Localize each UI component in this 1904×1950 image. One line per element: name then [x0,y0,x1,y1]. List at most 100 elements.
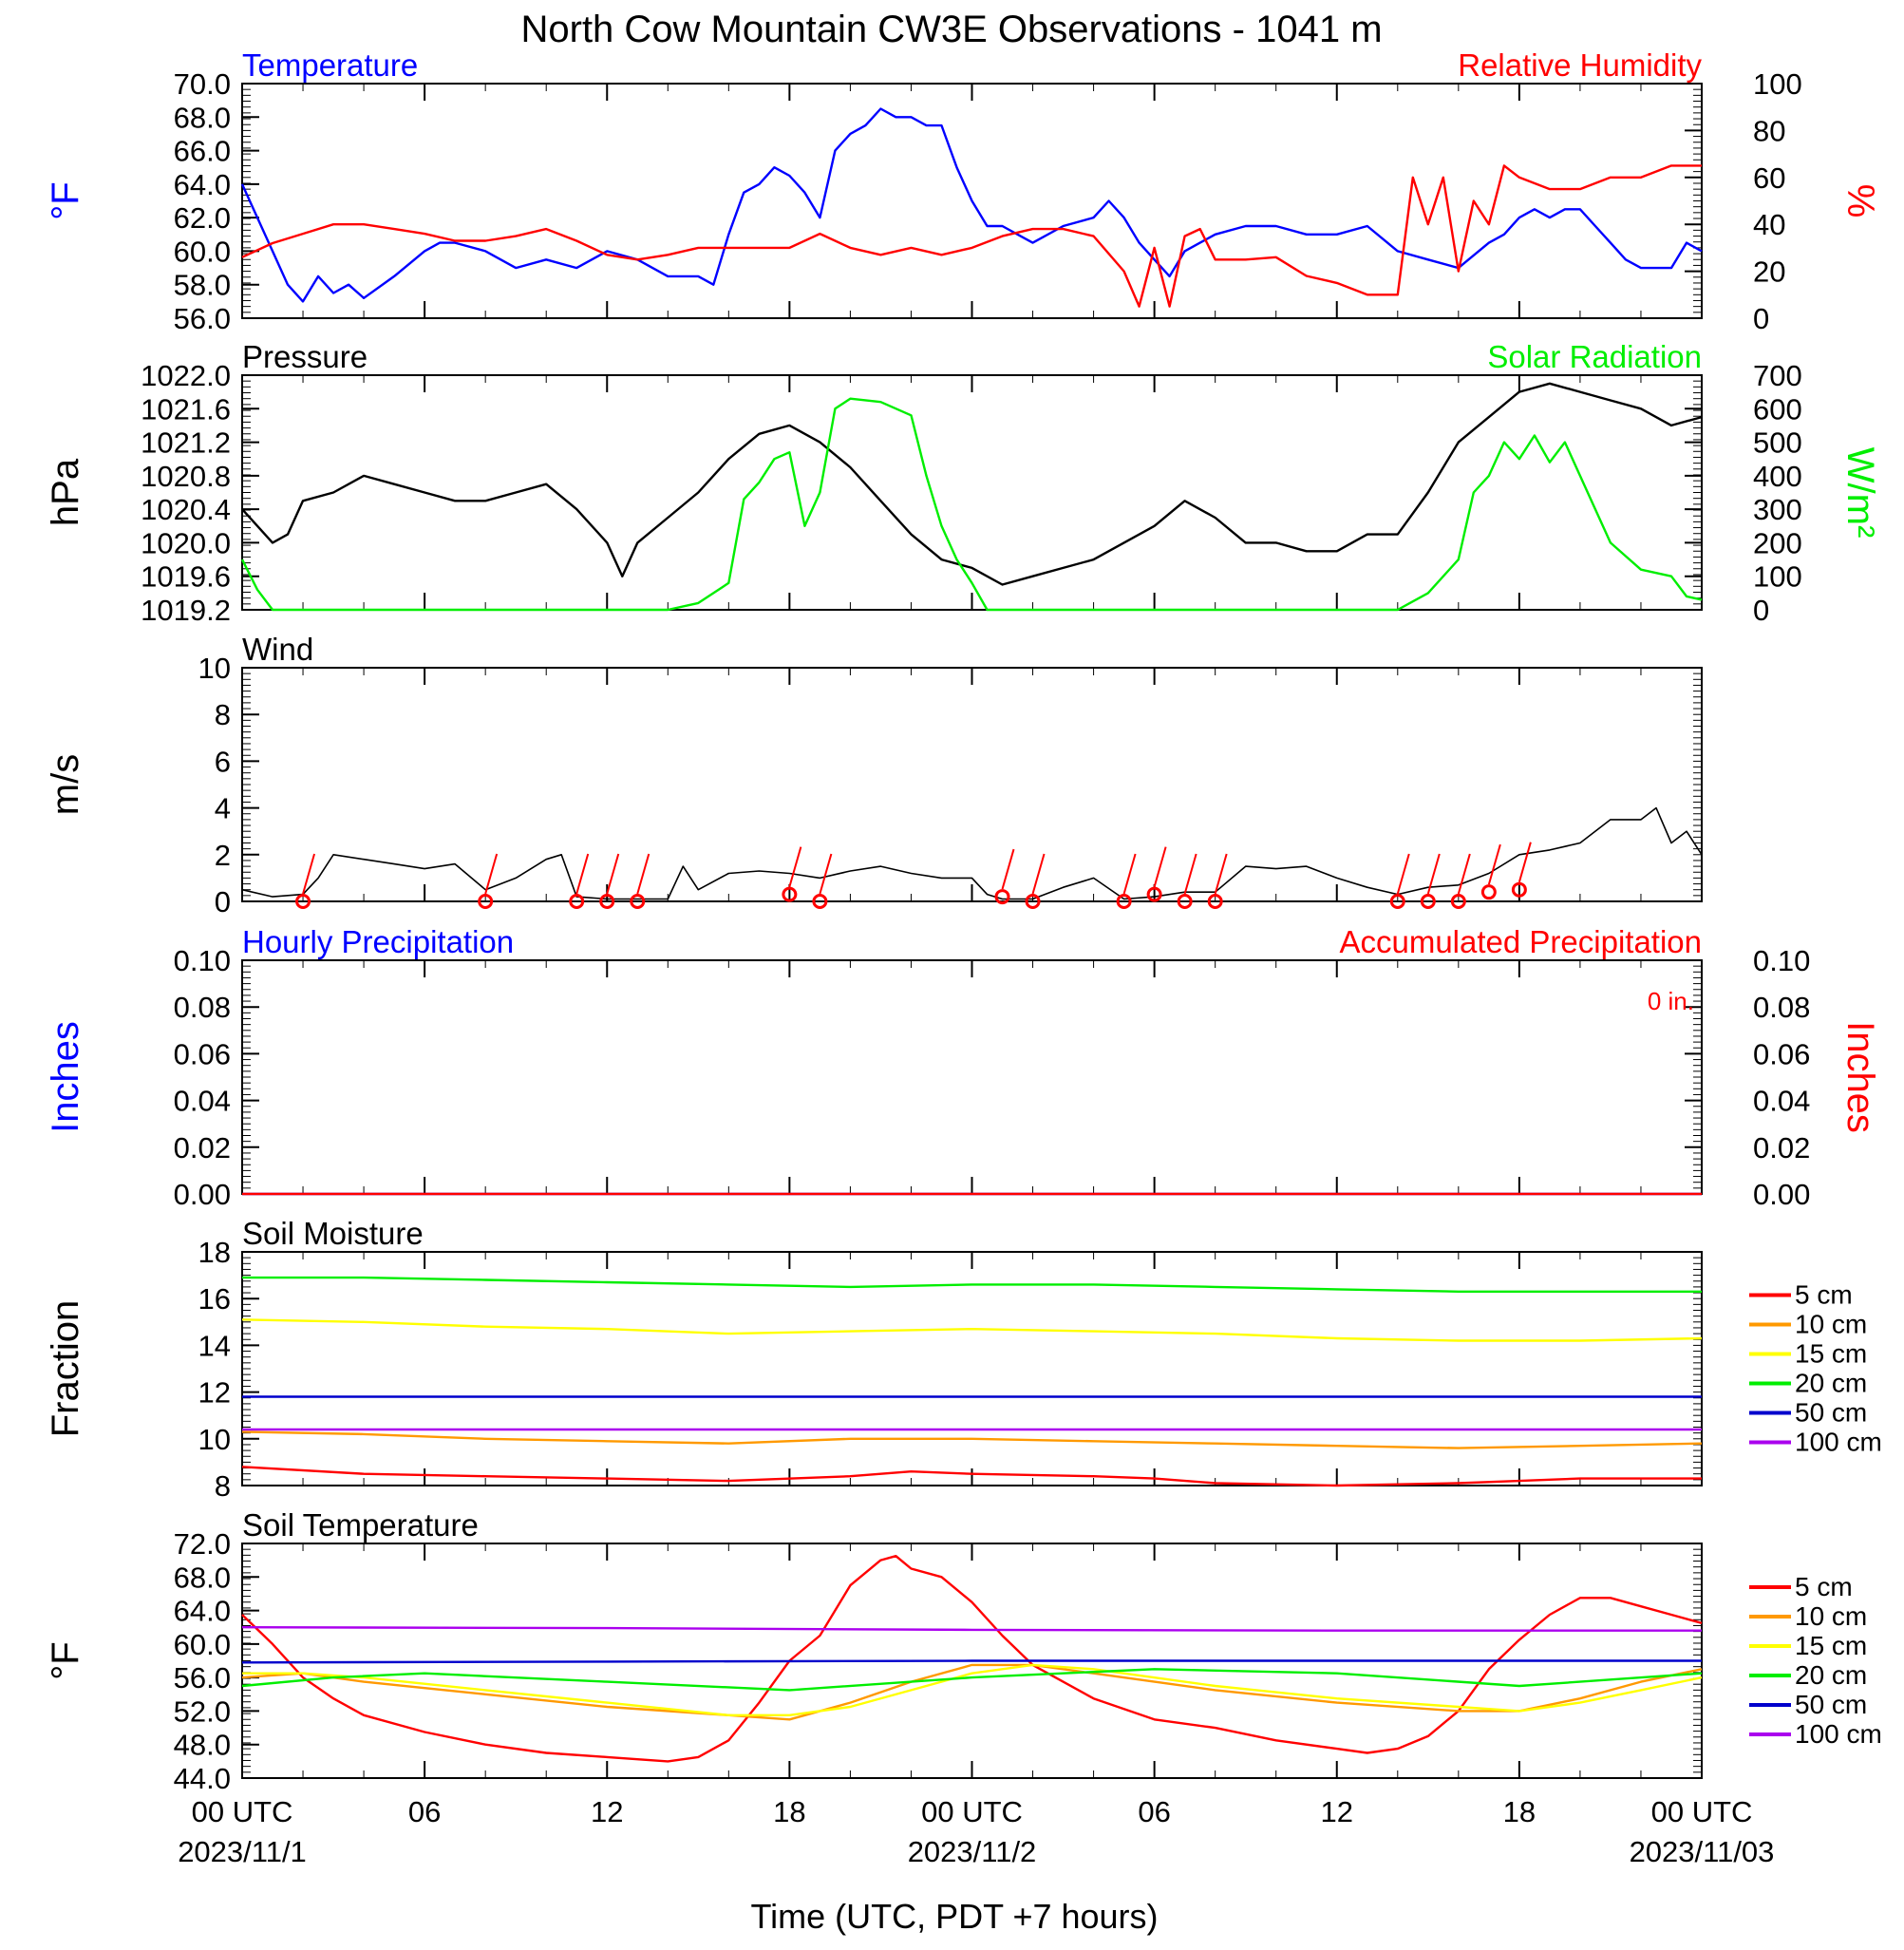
y-tick-label-left: 72.0 [174,1527,231,1561]
x-tick-label: 00 UTC [192,1795,293,1828]
wind-barb-marker [994,889,1010,905]
y-tick-label-left: 16 [198,1282,231,1316]
y-tick-label-left: 0.06 [174,1037,231,1070]
y-tick-label-left: 6 [215,745,231,778]
y-tick-label-left: 48.0 [174,1729,231,1762]
y-tick-label-left: 1019.6 [141,560,231,594]
x-axis: 00 UTC 2023/11/1 06 12 18 00 UTC 2023/11/2 06 12… [178,1795,1774,1868]
y-tick-label-right: 0.00 [1753,1178,1810,1211]
series-line-relative-humidity [241,164,1702,308]
x-tick-label: 06 [408,1795,441,1828]
y-tick-label-left: 64.0 [174,1595,231,1628]
panel-title-left: Pressure [242,339,368,374]
y-tick-label-right: 100 [1753,560,1802,594]
wind-barb-staff [1001,848,1015,890]
y-tick-label-right: 0.08 [1753,991,1810,1024]
series-line-pressure [241,382,1703,586]
wind-barb-marker [1420,894,1436,909]
y-tick-label-right: 40 [1753,208,1785,241]
panel-annotation: 0 in. [1648,987,1694,1015]
y-tick-label-right: 0 [1753,594,1769,627]
y-tick-label-left: 0.08 [174,991,231,1024]
y-tick-label-right: 400 [1753,460,1802,493]
x-tick-date: 2023/11/2 [908,1835,1037,1868]
panel-pressure_solar: 1019.21019.61020.01020.41020.81021.21021… [45,339,1881,627]
y-tick-label-left: 66.0 [174,135,231,168]
wind-barb-staff [1183,853,1197,895]
y-tick-label-left: 10 [198,1423,231,1456]
wind-barb-staff [1426,853,1441,895]
x-tick-label: 12 [1321,1795,1353,1828]
wind-barb-marker [1389,894,1405,909]
figure-title: North Cow Mountain CW3E Observations - 1… [520,9,1382,50]
y-tick-label-left: 10 [198,652,231,685]
y-tick-label-right: 0.04 [1753,1085,1810,1118]
y-tick-label-left: 68.0 [174,101,231,134]
y-tick-label-left: 1021.6 [141,392,231,426]
series-line-temperature [240,107,1703,303]
y-tick-label-left: 1022.0 [141,359,231,392]
series-line-5-cm [241,1555,1703,1763]
y-tick-label-left: 8 [215,1469,231,1503]
legend-label: 5 cm [1795,1572,1853,1601]
y-axis-label-left: m/s [45,754,86,815]
wind-barb-staff [788,846,802,887]
y-tick-label-right: 700 [1753,359,1802,392]
series-line-15-cm [241,1318,1703,1342]
y-tick-label-right: 20 [1753,256,1785,289]
wind-barb-marker [1207,894,1223,909]
y-tick-label-left: 60.0 [174,1628,231,1661]
wind-barb-staff [1153,846,1167,887]
y-axis-label-left: °F [45,181,86,219]
legend-label: 15 cm [1795,1339,1867,1369]
y-axis-label-right: % [1839,184,1881,218]
y-tick-label-left: 62.0 [174,201,231,235]
legend-label: 10 cm [1795,1310,1867,1339]
wind-barb-staff [1214,853,1228,895]
x-axis-label: Time (UTC, PDT +7 hours) [750,1897,1158,1936]
y-tick-label-right: 500 [1753,426,1802,460]
y-tick-label-left: 52.0 [174,1694,231,1728]
y-tick-label-left: 68.0 [174,1561,231,1594]
y-tick-label-left: 8 [215,698,231,731]
panel-soil_temperature: 44.048.052.056.060.064.068.072.0 Soil Tem… [45,1507,1882,1795]
y-tick-label-left: 0.00 [174,1178,231,1211]
x-tick-label: 18 [773,1795,805,1828]
legend-label: 20 cm [1795,1660,1867,1690]
y-tick-label-right: 100 [1753,67,1802,101]
series-line-20-cm [242,1276,1702,1293]
panel-title-left: Soil Moisture [242,1216,424,1251]
legend-label: 100 cm [1795,1428,1882,1457]
panel-precipitation: 0.00 0.02 0.04 0.06 0.08 0.10 0.00 0.02 0.04 0.06… [45,924,1881,1211]
x-tick-label: 00 UTC [1651,1795,1753,1828]
y-tick-label-left: 0 [215,885,231,918]
legend-label: 100 cm [1795,1719,1882,1749]
y-tick-label-left: 12 [198,1376,231,1410]
y-tick-label-left: 1020.4 [141,493,231,526]
y-tick-label-left: 60.0 [174,235,231,268]
y-tick-label-left: 64.0 [174,168,231,201]
wind-barb-marker [295,894,311,909]
y-tick-label-right: 80 [1753,114,1785,147]
y-tick-label-left: 2 [215,839,231,872]
wind-barb-marker [478,894,494,909]
y-tick-label-right: 0 [1753,302,1769,335]
panel-title-left: Temperature [242,47,418,83]
legend-label: 5 cm [1795,1280,1853,1310]
wind-barb-marker [599,894,615,909]
y-tick-label-left: 56.0 [174,302,231,335]
wind-barb-staff [1396,853,1410,895]
wind-barb-marker [1146,886,1162,902]
wind-barb-marker [812,894,828,909]
series-line-100-cm [241,1626,1702,1632]
y-tick-label-left: 0.10 [174,944,231,977]
y-tick-label-left: 4 [215,792,231,825]
y-axis-label-left: °F [45,1641,86,1679]
y-tick-label-left: 1019.2 [141,594,231,627]
y-tick-label-right: 0.02 [1753,1131,1810,1164]
panel-title-right: Accumulated Precipitation [1339,924,1702,959]
y-tick-label-right: 0.06 [1753,1037,1810,1070]
wind-barb-marker [569,894,585,909]
